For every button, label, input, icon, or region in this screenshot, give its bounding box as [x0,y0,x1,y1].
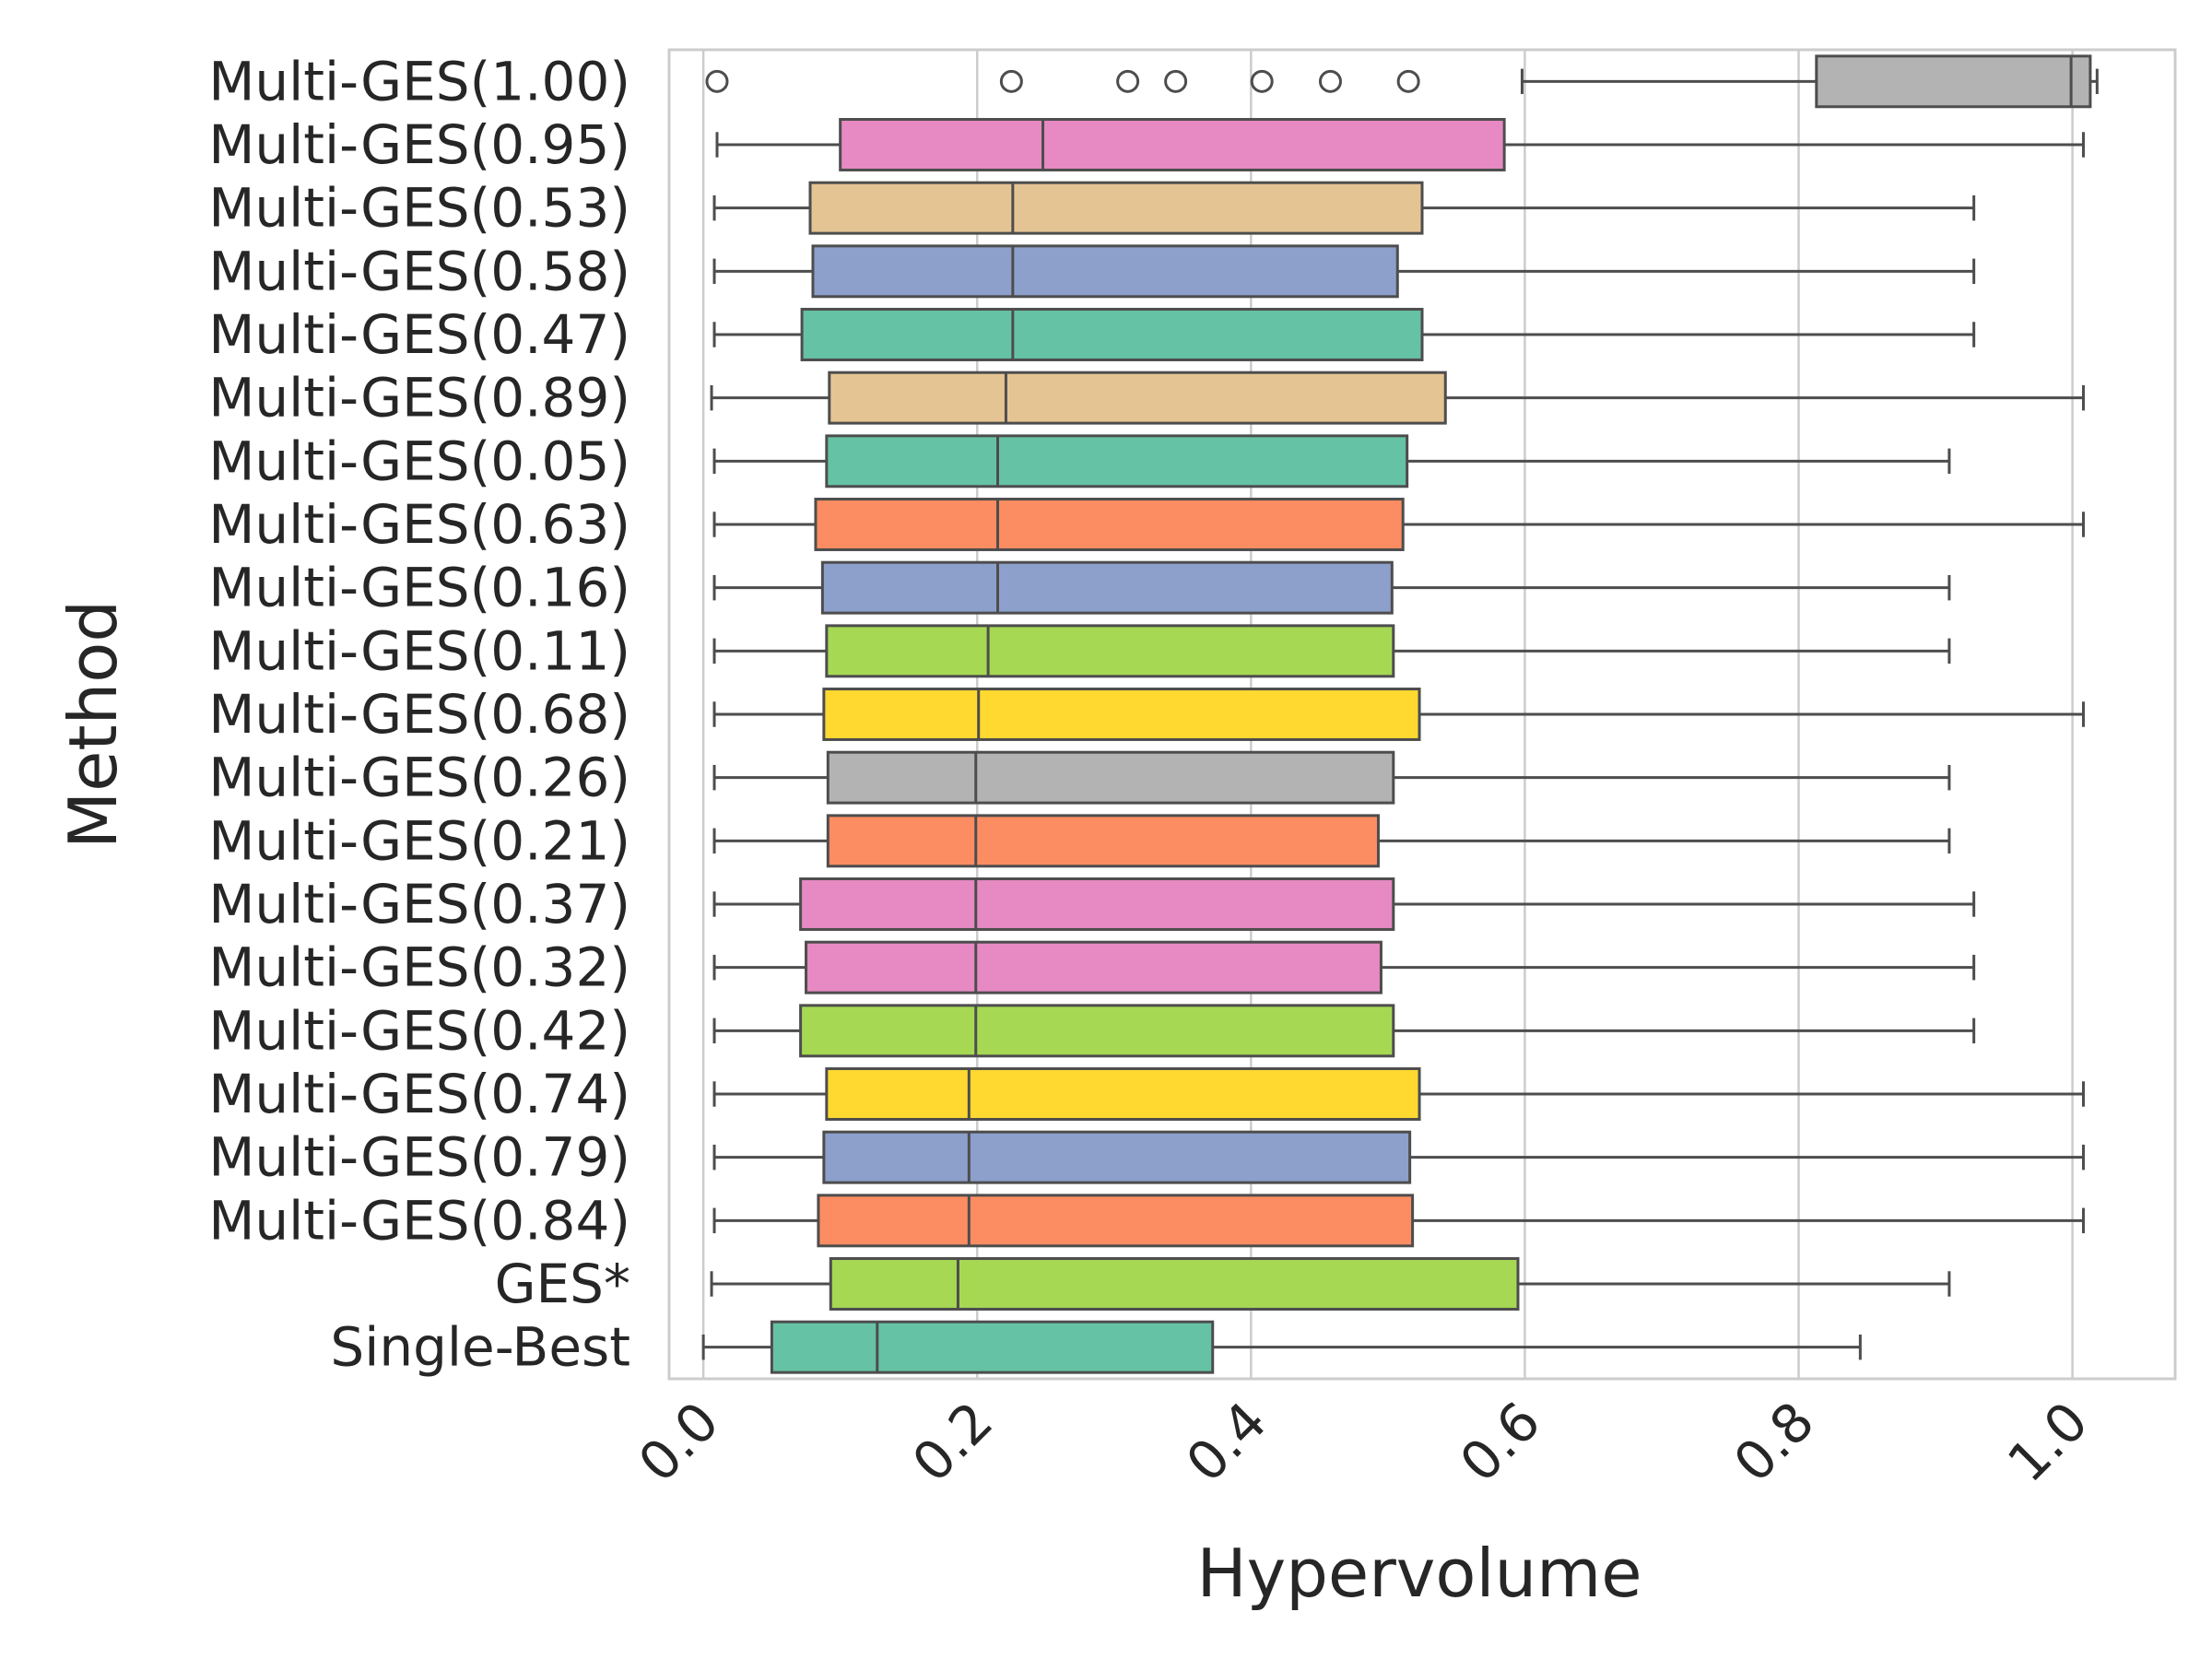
box-iqr [1815,54,2092,109]
y-tick-label: Multi-GES(0.05) [208,429,630,492]
box-iqr [825,434,1409,488]
box-group [701,1320,1862,1374]
box-group [710,371,2085,425]
box-iqr [839,118,1506,171]
box-group [710,1257,1951,1311]
y-tick-label: Multi-GES(0.74) [208,1063,630,1125]
box-group [712,181,1976,235]
box-group [712,877,1976,931]
box-group [712,1067,2085,1121]
y-tick-label: Multi-GES(0.37) [208,873,630,935]
box-iqr [820,560,1394,615]
box-iqr [822,688,1421,741]
box-group [712,434,1951,488]
y-tick-label: Multi-GES(0.42) [208,999,630,1062]
box-group [712,244,1976,299]
y-tick-label: Multi-GES(0.58) [208,240,630,302]
y-tick-label: Multi-GES(0.21) [208,809,630,872]
y-tick-label: Multi-GES(0.79) [208,1126,630,1189]
box-group [712,498,2085,551]
box-iqr [826,750,1395,805]
box-group [715,118,2085,171]
box-group [712,814,1951,868]
box-iqr [811,244,1399,299]
box-group [712,688,2085,741]
y-tick-label: Multi-GES(0.32) [208,936,630,999]
box-iqr [799,877,1395,931]
y-tick-label: Multi-GES(0.68) [208,683,630,746]
box-iqr [817,1194,1415,1248]
y-tick-label: Multi-GES(0.84) [208,1189,630,1252]
box-group [712,1194,2085,1248]
outlier-point [1318,69,1342,93]
outlier-point [1396,69,1420,93]
outlier-point [1250,69,1274,93]
box-iqr [825,1067,1421,1121]
x-axis-title: Hypervolume [1196,1535,1641,1612]
y-tick-label: Multi-GES(0.11) [208,619,630,682]
box-iqr [770,1320,1215,1374]
y-tick-label: Multi-GES(1.00) [208,50,630,112]
box-iqr [808,181,1424,235]
y-tick-label: Single-Best [330,1316,630,1379]
box-series [701,54,2099,1374]
plot-area-frame [667,48,2177,1381]
box-group [712,624,1951,678]
box-iqr [814,498,1405,551]
y-tick-label: Multi-GES(0.26) [208,747,630,809]
y-tick-label: GES* [495,1253,630,1315]
y-axis-title: Method [54,600,132,849]
box-iqr [799,1004,1395,1058]
box-iqr [826,814,1380,868]
outlier-point [1164,69,1188,93]
box-group [712,750,1951,805]
y-tick-label: Multi-GES(0.47) [208,303,630,366]
box-group [712,1130,2085,1184]
y-tick-label: Multi-GES(0.16) [208,557,630,619]
box-iqr [822,1130,1412,1184]
y-tick-label: Multi-GES(0.53) [208,177,630,240]
box-iqr [800,308,1424,361]
box-group [705,54,2099,109]
outlier-point [999,69,1023,93]
box-iqr [829,1257,1520,1311]
y-tick-label: Multi-GES(0.95) [208,113,630,176]
box-group [712,940,1976,994]
box-iqr [825,624,1395,678]
outlier-point [1116,69,1140,93]
box-iqr [805,940,1382,994]
box-group [712,1004,1976,1058]
box-group [712,560,1951,615]
y-tick-labels: Multi-GES(1.00)Multi-GES(0.95)Multi-GES(… [208,50,630,1378]
outlier-point [705,69,729,93]
y-tick-label: Multi-GES(0.63) [208,493,630,556]
box-group [712,308,1976,361]
box-iqr [828,371,1447,425]
y-tick-label: Multi-GES(0.89) [208,367,630,429]
